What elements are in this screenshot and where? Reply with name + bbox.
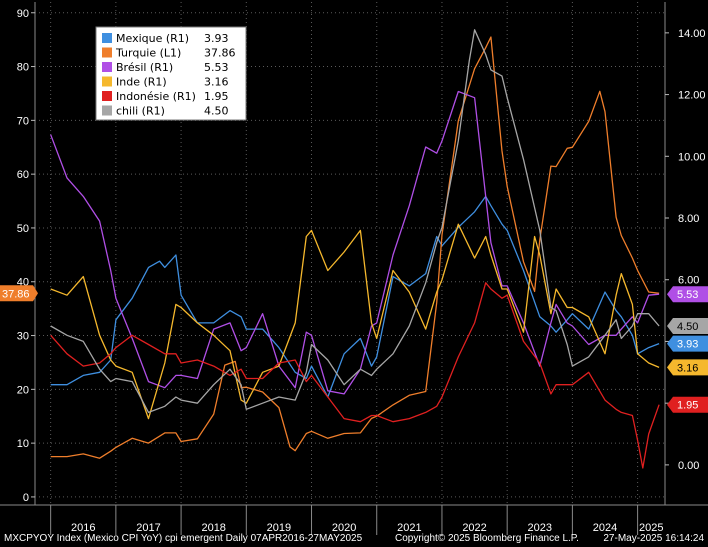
year-label: 2016 (71, 522, 95, 534)
series-line (50, 223, 660, 420)
left-tick-label: 30 (17, 331, 29, 343)
legend-swatch (102, 91, 112, 101)
legend-series-name: Indonésie (R1) (116, 90, 196, 103)
series-line (50, 29, 660, 414)
legend-swatch (102, 62, 112, 72)
legend-series-value: 1.95 (204, 90, 229, 103)
footer-copyright: Copyright© 2025 Bloomberg Finance L.P. (395, 533, 579, 544)
last-value-tag-text: 5.53 (677, 289, 698, 301)
footer-timestamp: 27-May-2025 16:14:24 (603, 533, 704, 544)
last-value-tag-box (667, 318, 708, 335)
footer-ticker: MXCPYOY Index (Mexico CPI YoY) cpi emerg… (4, 533, 363, 544)
series-line (50, 90, 660, 395)
year-label: 2023 (528, 522, 552, 534)
right-tick-label: 8.00 (678, 213, 699, 225)
legend-series-value: 4.50 (204, 105, 229, 118)
left-tick-label: 90 (17, 8, 29, 20)
series-line (50, 195, 660, 398)
series-line (50, 282, 660, 469)
left-tick-label: 70 (17, 115, 29, 127)
right-tick-label: 12.00 (678, 90, 706, 102)
legend-series-name: Inde (R1) (116, 76, 167, 89)
last-value-tag: 4.50 (667, 318, 708, 335)
legend-series-value: 3.16 (204, 76, 229, 89)
legend-series-value: 37.86 (204, 47, 236, 60)
last-value-tag-text: 3.93 (677, 339, 698, 351)
last-value-tag-text: 1.95 (677, 400, 698, 412)
right-tick-label: 10.00 (678, 151, 706, 163)
left-tick-label: 20 (17, 384, 29, 396)
last-value-tag: 3.16 (667, 359, 708, 376)
last-value-tags: 3.93 37.86 5.53 3.16 1.95 4.50 (0, 285, 708, 413)
legend-series-name: Mexique (R1) (116, 32, 189, 45)
right-tick-label: 14.00 (678, 28, 706, 40)
year-axis-labels: 2016 2017 2018 2019 2020 2021 2022 2023 2024 2025 (71, 522, 664, 534)
year-label: 2017 (136, 522, 160, 534)
left-tick-label: 0 (23, 492, 29, 504)
series-lines (50, 29, 660, 469)
gridlines (0, 2, 708, 535)
legend-swatch (102, 105, 112, 116)
legend: Mexique (R1) 3.93 Turquie (L1) 37.86 Brésil … (95, 26, 247, 121)
legend-box (95, 26, 247, 121)
last-value-tag-box (667, 286, 708, 303)
last-value-tag: 1.95 (667, 396, 708, 413)
year-label: 2020 (332, 522, 356, 534)
left-tick-label: 80 (17, 62, 29, 74)
last-value-tag-box (667, 359, 708, 376)
last-value-tag-box (667, 335, 708, 352)
left-tick-label: 10 (17, 438, 29, 450)
legend-swatch (102, 76, 112, 87)
last-value-tag-box (0, 285, 38, 302)
legend-series-value: 3.93 (204, 32, 229, 45)
left-tick-label: 50 (17, 223, 29, 235)
year-label: 2025 (639, 522, 663, 534)
legend-series-value: 5.53 (204, 61, 229, 74)
last-value-tag-text: 37.86 (2, 288, 30, 300)
series-line (50, 36, 660, 459)
right-tick-label: 6.00 (678, 275, 699, 287)
last-value-tag: 3.93 (667, 335, 708, 352)
year-label: 2021 (397, 522, 421, 534)
year-label: 2018 (201, 522, 225, 534)
right-tick-label: 0.00 (678, 460, 699, 472)
legend-swatch (102, 47, 112, 58)
legend-series-name: Brésil (R1) (116, 61, 173, 74)
left-tick-label: 60 (17, 169, 29, 181)
year-label: 2024 (593, 522, 617, 534)
legend-series-name: Turquie (L1) (115, 47, 181, 60)
last-value-tag: 5.53 (667, 286, 708, 303)
legend-series-name: chili (R1) (116, 105, 165, 118)
last-value-tag-text: 4.50 (677, 321, 698, 333)
last-value-tag: 37.86 (0, 285, 38, 302)
last-value-tag-box (667, 396, 708, 413)
year-label: 2019 (267, 522, 291, 534)
legend-swatch (102, 33, 112, 43)
year-label: 2022 (462, 522, 486, 534)
last-value-tag-text: 3.16 (677, 362, 698, 374)
